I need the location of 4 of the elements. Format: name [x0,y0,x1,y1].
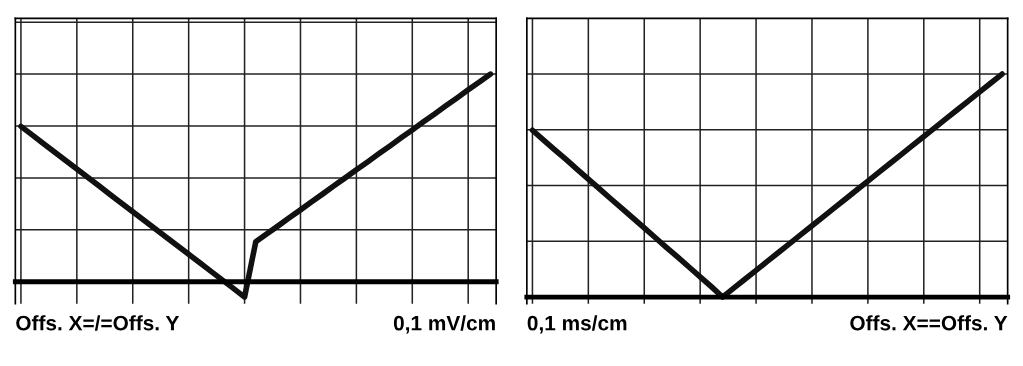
text: 0,1 ms/cm [527,315,627,334]
text: 0,1 mV/cm [393,315,495,334]
text: Offs. X==Offs. Y [850,315,1008,331]
text: Offs. X=/=Offs. Y [16,315,180,331]
